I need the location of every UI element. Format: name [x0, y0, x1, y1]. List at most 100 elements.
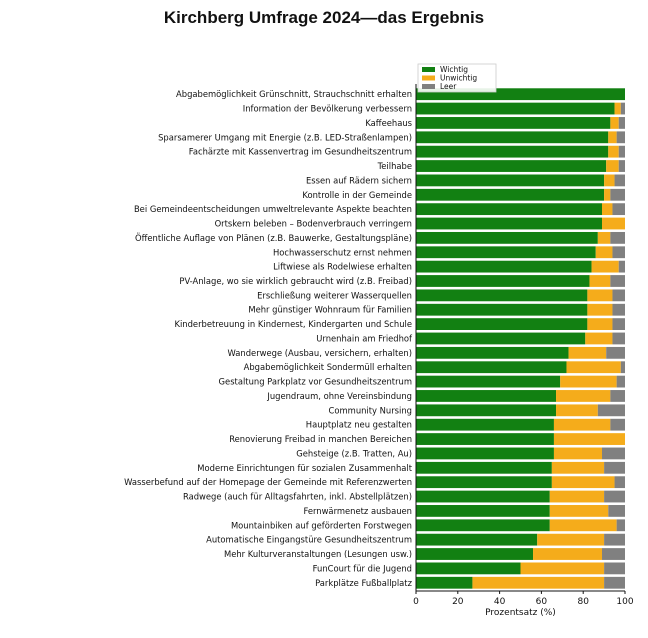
- bar-segment-unwichtig: [608, 145, 619, 158]
- bar-segment-wichtig: [416, 476, 552, 489]
- bar-segment-wichtig: [416, 418, 554, 431]
- bar-segment-unwichtig: [614, 102, 621, 115]
- bar-segment-wichtig: [416, 318, 588, 331]
- bar-segment-unwichtig: [587, 289, 613, 302]
- legend-label-leer: Leer: [440, 82, 457, 91]
- bar-segment-wichtig: [416, 145, 609, 158]
- bar-segment-unwichtig: [533, 548, 603, 560]
- category-label: Radwege (auch für Alltagsfahrten, inkl. …: [183, 492, 412, 502]
- bar-segment-unwichtig: [537, 533, 605, 546]
- category-label: FunCourt für die Jugend: [313, 563, 412, 573]
- bar-segment-leer: [602, 447, 625, 460]
- bar-segment-unwichtig: [604, 174, 615, 187]
- bar-segment-wichtig: [416, 102, 615, 115]
- bar-segment-wichtig: [416, 346, 569, 359]
- bar-segment-leer: [604, 461, 625, 474]
- bar-segment-leer: [604, 576, 625, 589]
- bar-segment-unwichtig: [556, 404, 598, 417]
- bar-segment-unwichtig: [551, 476, 615, 489]
- bar-segment-wichtig: [416, 404, 557, 417]
- category-label: Renovierung Freibad in manchen Bereichen: [229, 434, 412, 444]
- category-label: Bei Gemeindeentscheidungen umweltrelevan…: [134, 204, 412, 214]
- category-label: Gestaltung Parkplatz vor Gesundheitszent…: [219, 377, 412, 387]
- bar-segment-wichtig: [416, 375, 561, 388]
- category-label: Mountainbiken auf geförderten Forstwegen: [231, 520, 412, 530]
- bar-segment-unwichtig: [589, 275, 611, 287]
- bar-segment-wichtig: [416, 433, 554, 445]
- bar-segment-leer: [610, 418, 625, 431]
- x-tick-label: 100: [616, 597, 633, 607]
- bar-segment-unwichtig: [602, 203, 613, 216]
- bar-segment-unwichtig: [520, 562, 605, 575]
- bar-segment-wichtig: [416, 361, 567, 374]
- bar-segment-wichtig: [416, 203, 603, 216]
- bar-segment-unwichtig: [610, 117, 619, 129]
- bar-segment-leer: [620, 102, 625, 115]
- category-label: Hochwasserschutz ernst nehmen: [273, 247, 412, 257]
- bar-segment-wichtig: [416, 217, 603, 230]
- category-label: Information der Bevölkerung verbessern: [243, 104, 412, 114]
- bar-segment-leer: [614, 174, 625, 187]
- bar-segment-wichtig: [416, 188, 605, 201]
- bar-segment-unwichtig: [549, 505, 609, 517]
- bar-segment-unwichtig: [549, 490, 605, 503]
- bar-segment-wichtig: [416, 303, 588, 316]
- bar-segment-wichtig: [416, 88, 625, 101]
- bar-segment-unwichtig: [553, 418, 611, 431]
- bar-segment-leer: [614, 476, 625, 489]
- category-label: Moderne Einrichtungen für sozialen Zusam…: [197, 463, 412, 473]
- bar-segment-leer: [610, 188, 625, 201]
- bar-segment-leer: [616, 519, 625, 532]
- bar-segment-wichtig: [416, 332, 586, 345]
- bar-segment-leer: [618, 145, 625, 158]
- bar-segment-unwichtig: [587, 303, 613, 316]
- legend-label-unwichtig: Unwichtig: [440, 74, 477, 83]
- category-label: Automatische Eingangstüre Gesundheitszen…: [206, 535, 412, 545]
- bar-segment-wichtig: [416, 576, 473, 589]
- category-label: Kontrolle in der Gemeinde: [302, 190, 412, 200]
- category-label: Mehr günstiger Wohnraum für Familien: [248, 305, 412, 315]
- bar-segment-wichtig: [416, 533, 538, 546]
- bar-segment-leer: [612, 203, 625, 216]
- category-label: Abgabemöglichkeit Grünschnitt, Strauchsc…: [176, 89, 412, 99]
- bar-segment-leer: [618, 117, 625, 129]
- bar-segment-leer: [612, 246, 625, 259]
- bar-segment-unwichtig: [591, 260, 619, 273]
- bar-segment-unwichtig: [560, 375, 617, 388]
- x-axis: 0 20 40 60 80 100 Prozentsatz (%): [413, 84, 634, 618]
- bar-segment-unwichtig: [556, 390, 611, 402]
- legend-swatch-wichtig: [422, 67, 435, 72]
- bar-segment-wichtig: [416, 289, 588, 302]
- category-label: Öffentliche Auflage von Plänen (z.B. Bau…: [135, 233, 412, 243]
- bar-segment-unwichtig: [595, 246, 613, 259]
- bar-segment-unwichtig: [587, 318, 613, 331]
- bar-segment-wichtig: [416, 231, 598, 244]
- x-tick-label: 80: [577, 597, 589, 607]
- bar-segment-leer: [604, 562, 625, 575]
- category-label: Ortskern beleben – Bodenverbrauch verrin…: [215, 219, 412, 229]
- legend-label-wichtig: Wichtig: [440, 65, 468, 74]
- bar-segment-unwichtig: [551, 461, 605, 474]
- x-axis-label: Prozentsatz (%): [485, 608, 556, 618]
- bar-segment-wichtig: [416, 447, 554, 460]
- bar-segment-wichtig: [416, 505, 550, 517]
- bar-segment-unwichtig: [608, 131, 617, 144]
- bar-segment-wichtig: [416, 390, 557, 402]
- bar-segment-leer: [612, 318, 625, 331]
- bar-segment-unwichtig: [566, 361, 621, 374]
- legend-swatch-unwichtig: [422, 75, 435, 81]
- x-tick-label: 60: [536, 597, 548, 607]
- category-label: Erschließung weiterer Wasserquellen: [257, 290, 412, 300]
- bar-segment-wichtig: [416, 246, 596, 259]
- category-label: Sparsamerer Umgang mit Energie (z.B. LED…: [158, 132, 412, 142]
- bar-segment-leer: [597, 404, 625, 417]
- bar-segment-leer: [616, 131, 625, 144]
- bar-segment-leer: [610, 390, 625, 402]
- bar-segment-unwichtig: [553, 433, 625, 445]
- bar-segment-unwichtig: [606, 160, 619, 172]
- bar-segment-unwichtig: [585, 332, 613, 345]
- bar-segment-leer: [620, 361, 625, 374]
- category-label: Gehsteige (z.B. Tratten, Au): [296, 448, 412, 458]
- category-label: Fachärzte mit Kassenvertrag im Gesundhei…: [189, 147, 412, 157]
